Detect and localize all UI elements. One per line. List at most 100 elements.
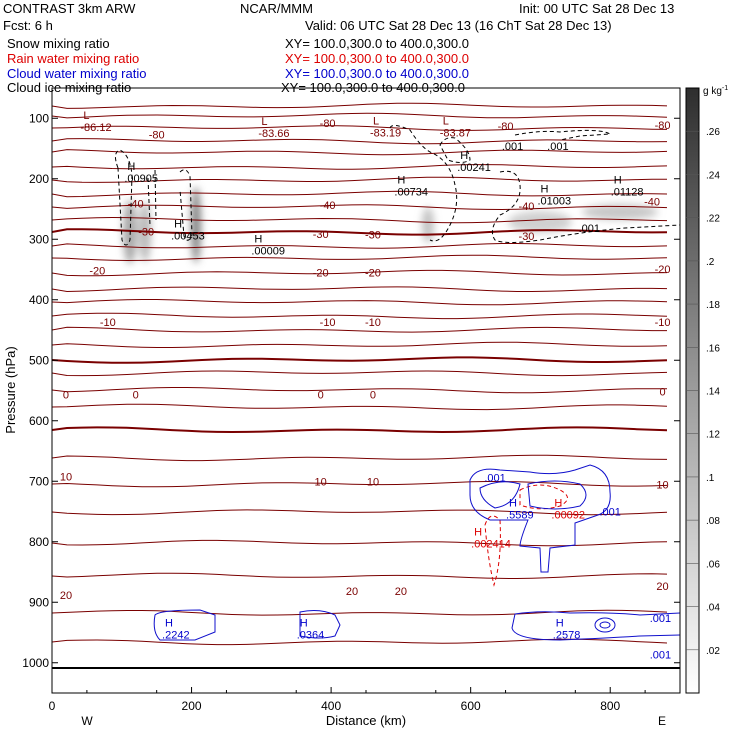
colorbar-ticks: .02 .04 .06 .08 .1 .12 .14 .16 .18 .2 .22 .24 .26 — [686, 127, 720, 657]
plot-title-left: CONTRAST 3km ARW — [3, 1, 136, 16]
temperature-contour-label: 0 — [63, 390, 69, 402]
isotherm-line — [52, 403, 668, 411]
isotherm-line — [52, 481, 668, 488]
isotherm-line — [52, 102, 668, 109]
extremum-symbol: H — [474, 526, 482, 538]
y-tick-label: 600 — [29, 414, 49, 428]
extremum-value: -83.66 — [258, 128, 289, 140]
y-tick-label: 200 — [29, 172, 49, 186]
temperature-contour-label: -40 — [320, 200, 336, 212]
isotherm-line — [52, 164, 668, 170]
colorbar-tick-label: .14 — [706, 387, 720, 398]
extremum-symbol: H — [540, 183, 548, 195]
isotherm-line — [52, 312, 668, 320]
cloud-water-contours — [153, 464, 681, 641]
extremum-value: .01128 — [611, 186, 644, 198]
isotherm-line — [52, 269, 668, 277]
temperature-contour-label: -30 — [138, 226, 154, 238]
extremum-value: .00009 — [251, 246, 285, 258]
extremum-symbol: H — [397, 174, 405, 186]
isotherm-line — [52, 356, 668, 364]
extremum-value: .00734 — [394, 186, 428, 198]
colorbar-tick-label: .08 — [706, 516, 720, 527]
isotherm-line — [52, 190, 668, 198]
temperature-contour-label: -30 — [313, 229, 329, 241]
extremum-symbol: L — [83, 110, 89, 122]
isotherm-line — [52, 509, 668, 516]
extrema-markers: L-86.12 L-83.66L-83.19L-83.87H.00241H.009… — [80, 110, 643, 642]
y-tick-label: 300 — [29, 232, 49, 246]
mixing-ratio-contour-label: .001 — [547, 141, 568, 153]
colorbar-tick-label: .12 — [706, 430, 720, 441]
extremum-symbol: H — [300, 618, 308, 630]
field-xy-cloud-water: XY= 100.0,300.0 to 400.0,300.0 — [285, 66, 469, 81]
colorbar-unit: g kg-1 — [703, 85, 728, 97]
temperature-contour-label: 10 — [315, 476, 327, 488]
isotherm-line — [52, 387, 668, 394]
mixing-ratio-contour-label: .001 — [650, 613, 671, 625]
isotherm-line — [52, 216, 668, 224]
mixing-ratio-contour-label: .001 — [502, 141, 523, 153]
temperature-contour-label: -10 — [320, 317, 336, 329]
extremum-symbol: H — [254, 234, 262, 246]
y-tick-label: 400 — [29, 293, 49, 307]
cloud-ice-contours — [114, 124, 681, 246]
extremum-value: .5589 — [506, 509, 534, 521]
isotherm-line — [52, 341, 668, 348]
extremum-value: .2578 — [553, 630, 581, 642]
y-tick-label: 800 — [29, 535, 49, 549]
extremum-value: -83.87 — [440, 128, 471, 140]
temperature-contour-label: 20 — [60, 590, 72, 602]
colorbar-tick-label: .02 — [706, 646, 720, 657]
isotherm-line — [52, 149, 668, 156]
temperature-contour-label: 0 — [659, 387, 665, 399]
colorbar-tick-label: .1 — [706, 473, 715, 484]
extremum-symbol: H — [174, 218, 182, 230]
temperature-contour-label: 20 — [395, 586, 407, 598]
y-tick-label: 100 — [29, 111, 49, 125]
extremum-value: .00241 — [457, 162, 491, 174]
x-axis-label: Distance (km) — [326, 713, 406, 728]
y-axis-label: Pressure (hPa) — [3, 346, 18, 433]
y-tick-label: 500 — [29, 353, 49, 367]
temperature-contour-label: 10 — [60, 471, 72, 483]
isotherm-line — [52, 228, 668, 236]
temperature-contour-label: -30 — [365, 229, 381, 241]
temperature-contour-label: -30 — [519, 231, 535, 243]
temperature-contour-label: 0 — [133, 390, 139, 402]
isotherm-line — [52, 299, 668, 306]
field-label-snow: Snow mixing ratio — [7, 36, 110, 51]
temperature-contour-label: -20 — [89, 266, 105, 278]
colorbar-unit-exponent: -1 — [722, 85, 728, 92]
contour-value-labels: -80 -80 -80 -80 -40 -40 -40 -40 -30 -30 -30 -30 -20 -… — [60, 118, 671, 661]
extremum-symbol: H — [165, 618, 173, 630]
isotherm-line — [52, 112, 668, 119]
extremum-symbol: H — [556, 618, 564, 630]
isotherm-line — [52, 125, 668, 131]
temperature-contour-label: -20 — [313, 268, 329, 280]
extremum-value: .002414 — [471, 538, 511, 550]
temperature-contour-label: 20 — [656, 581, 668, 593]
temperature-contour-label: 0 — [318, 390, 324, 402]
x-tick-label: 400 — [321, 699, 341, 713]
plot-title-center: NCAR/MMM — [240, 1, 313, 16]
isotherm-line — [52, 454, 668, 462]
colorbar-tick-label: .18 — [706, 300, 720, 311]
extremum-value: .00905 — [124, 173, 158, 185]
extremum-symbol: H — [127, 161, 135, 173]
isotherm-line — [52, 286, 668, 293]
forecast-hour: Fcst: 6 h — [3, 18, 53, 33]
isotherm-line — [52, 572, 668, 580]
temperature-contour-label: -20 — [365, 268, 381, 280]
extremum-symbol: H — [614, 174, 622, 186]
colorbar-tick-label: .2 — [706, 257, 715, 268]
extremum-symbol: H — [509, 497, 517, 509]
temperature-contour-label: 0 — [370, 390, 376, 402]
extremum-value: .00092 — [551, 509, 585, 521]
temperature-contour-label: -40 — [128, 199, 144, 211]
y-tick-label: 700 — [29, 474, 49, 488]
rain-water-contours — [484, 484, 568, 587]
isotherm-line — [52, 138, 668, 145]
temperature-contour-label: -40 — [519, 201, 535, 213]
